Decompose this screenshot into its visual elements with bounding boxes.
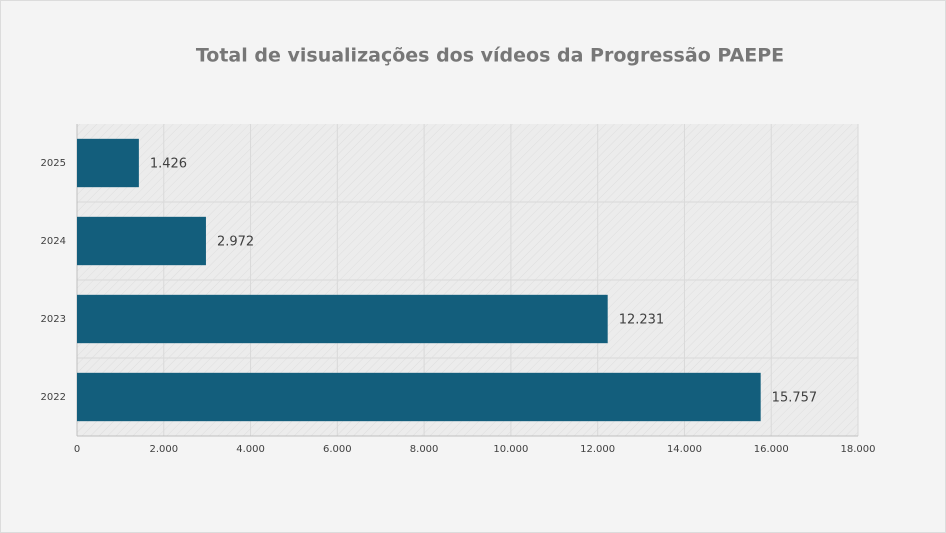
value-label: 12.231 — [619, 313, 665, 328]
y-tick-label: 2025 — [41, 158, 66, 169]
x-tick-label: 18.000 — [841, 444, 876, 455]
y-tick-label: 2022 — [41, 392, 66, 403]
value-label: 2.972 — [217, 235, 254, 250]
bar — [77, 294, 608, 344]
value-label: 15.757 — [772, 391, 818, 406]
x-tick-label: 10.000 — [493, 444, 528, 455]
y-tick-label: 2023 — [41, 314, 66, 325]
x-tick-label: 2.000 — [149, 444, 178, 455]
x-tick-label: 0 — [74, 444, 80, 455]
x-tick-label: 16.000 — [754, 444, 789, 455]
bar — [77, 216, 206, 266]
x-tick-label: 6.000 — [323, 444, 352, 455]
x-tick-label: 12.000 — [580, 444, 615, 455]
x-tick-label: 4.000 — [236, 444, 265, 455]
bar — [77, 372, 761, 422]
chart-title: Total de visualizações dos vídeos da Pro… — [196, 45, 784, 67]
x-tick-label: 14.000 — [667, 444, 702, 455]
value-label: 1.426 — [150, 157, 187, 172]
y-tick-label: 2024 — [41, 236, 66, 247]
bar — [77, 138, 139, 188]
x-tick-label: 8.000 — [410, 444, 439, 455]
